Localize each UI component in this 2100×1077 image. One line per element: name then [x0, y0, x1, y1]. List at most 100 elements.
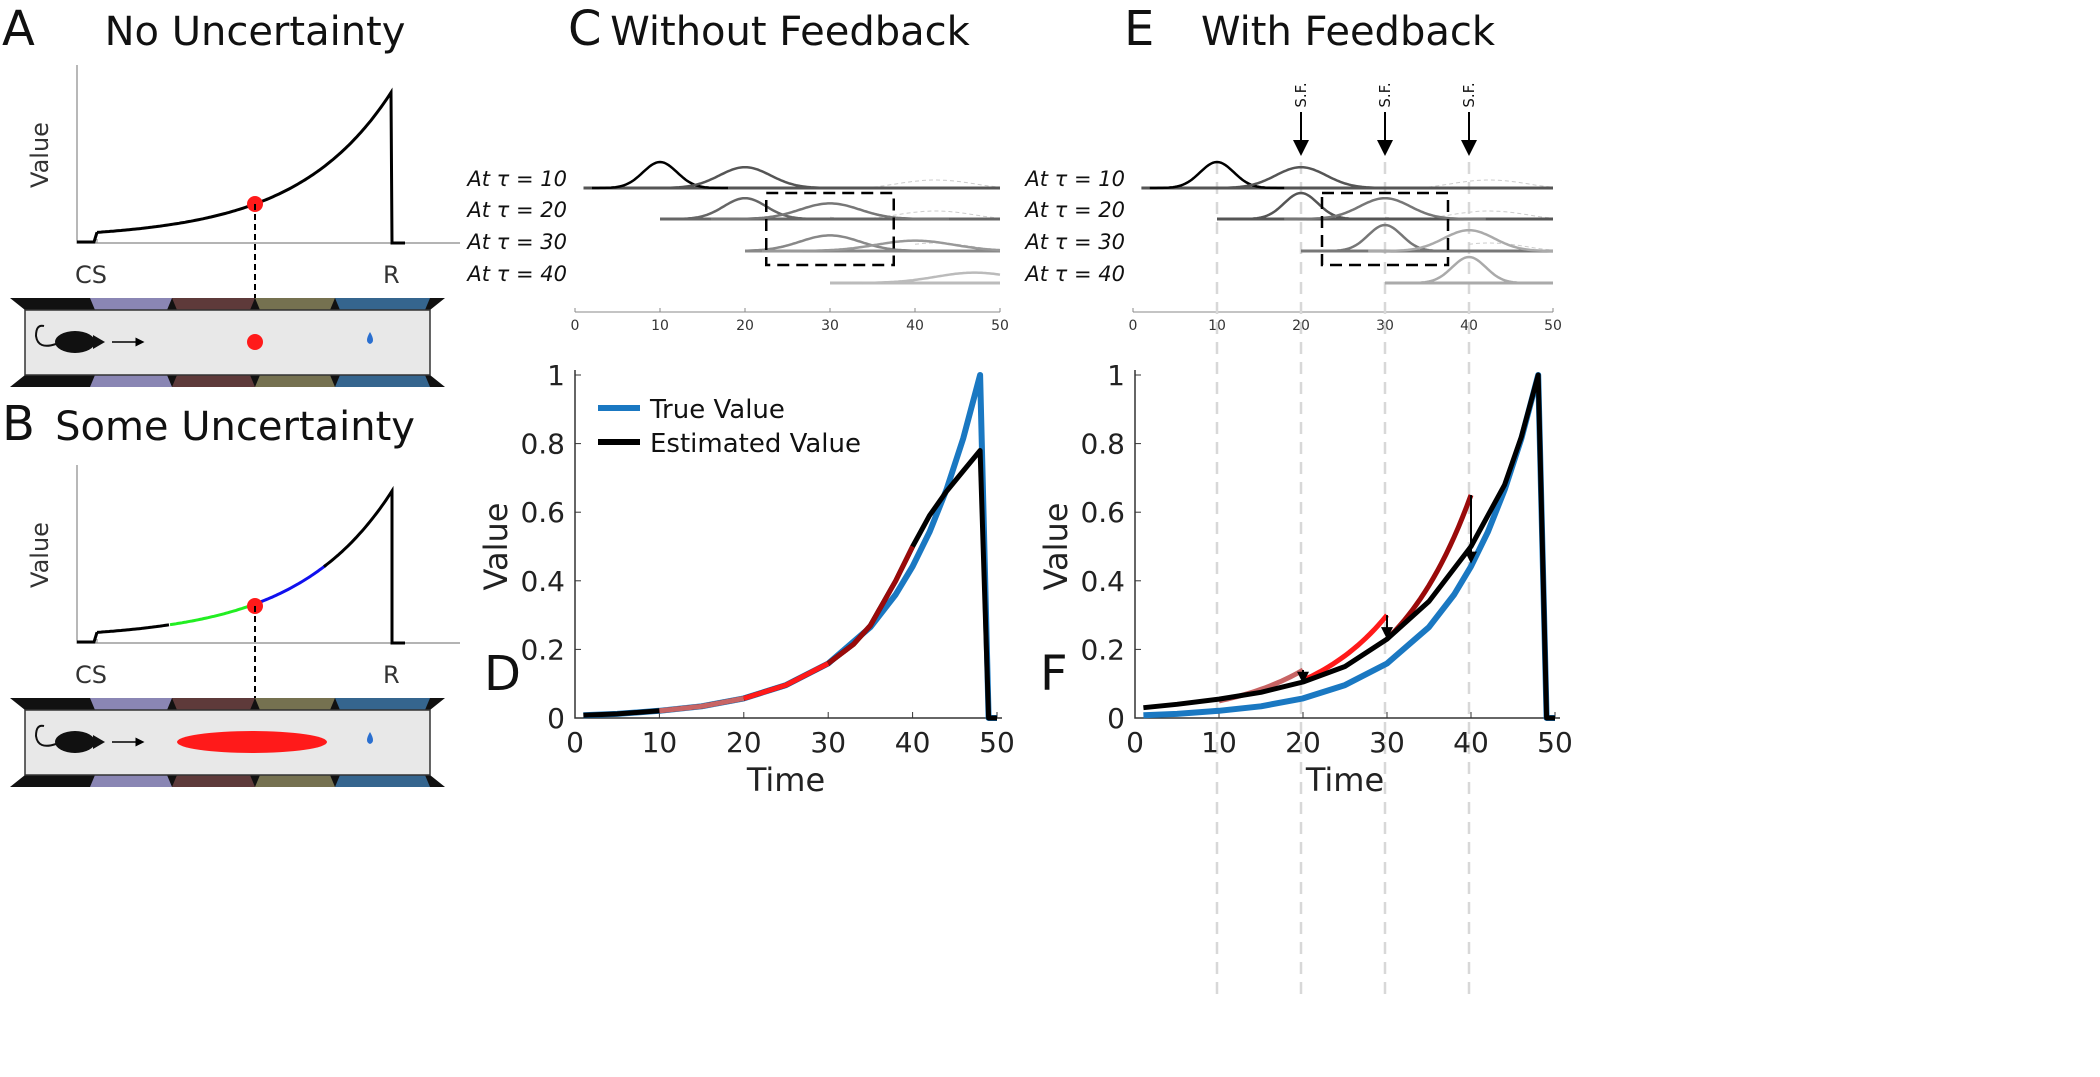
- panel-c-x-tick-label: 30: [821, 318, 839, 334]
- panel-e-faint-curve: [1393, 179, 1554, 189]
- panel-f-prediction-segment: [1301, 613, 1389, 683]
- panel-e-distribution: [1149, 160, 1285, 190]
- panel-c-distribution: [711, 202, 949, 221]
- panel-b-axes: [76, 465, 460, 644]
- panel-d-y-tick-label: 0: [547, 702, 565, 735]
- legend-true-value-label: True Value: [649, 395, 785, 425]
- panel-c-row-label: At τ = 30: [465, 230, 567, 254]
- mouse-head-icon: [93, 735, 105, 749]
- panel-a-track-position-dot: [247, 334, 263, 350]
- panel-title-b: Some Uncertainty: [55, 404, 415, 450]
- panel-d-x-tick-label: 50: [979, 726, 1015, 759]
- panel-c-row-label: At τ = 20: [465, 198, 567, 222]
- panel-a-axes: [76, 65, 460, 244]
- panel-c-distribution: [830, 271, 1001, 285]
- panel-b-value-curve-blue: [253, 563, 327, 606]
- panel-e-distribution: [1368, 228, 1553, 253]
- mouse-head-icon: [93, 335, 105, 349]
- panel-a-ylabel: Value: [26, 122, 54, 188]
- panel-e-row-label: At τ = 10: [1023, 167, 1125, 191]
- panel-c-distribution: [762, 239, 1001, 253]
- panel-c-distribution: [643, 165, 847, 190]
- panel-d-prediction-segment: [659, 695, 745, 714]
- panel-d-x-tick-label: 30: [810, 726, 846, 759]
- panel-letter-f: F: [1040, 646, 1068, 702]
- panel-f-y-tick-label: 0.8: [1080, 428, 1125, 461]
- panel-b-cs-label: CS: [75, 661, 107, 689]
- panel-a-cs-label: CS: [75, 261, 107, 289]
- panel-d-xlabel: Time: [746, 761, 825, 799]
- panel-d-true-value-line: [583, 372, 997, 721]
- panel-f-y-tick-label: 1: [1107, 359, 1125, 392]
- panel-f-y-tick-label: 0.2: [1080, 633, 1125, 666]
- feedback-label: S.F.: [1292, 82, 1310, 107]
- panel-e-row-label: At τ = 40: [1023, 262, 1125, 286]
- panel-c-row-label: At τ = 40: [465, 262, 567, 286]
- mouse-tail-icon: [34, 324, 57, 347]
- water-drop-icon: [367, 732, 373, 744]
- panel-title-c: Without Feedback: [610, 9, 970, 55]
- panel-letter-b: B: [2, 396, 35, 452]
- panel-a-track-zone-top: [172, 298, 255, 310]
- panel-f-xlabel: Time: [1305, 761, 1384, 799]
- panel-a-track-zone-top: [90, 298, 172, 310]
- panel-d-estimated-value-line: [583, 448, 997, 721]
- panel-a-track-zone-bottom: [255, 375, 335, 387]
- water-drop-icon: [367, 332, 373, 344]
- panel-c-row-label: At τ = 10: [465, 167, 567, 191]
- panel-letter-c: C: [568, 1, 602, 57]
- panel-e-distribution: [1317, 223, 1453, 253]
- panel-letter-a: A: [2, 1, 35, 57]
- panel-e-faint-curve: [1468, 242, 1554, 251]
- panel-a-track-zone-top: [335, 298, 430, 310]
- panel-c-x-tick-label: 40: [906, 318, 924, 334]
- panel-b-track-zone-bottom: [172, 775, 255, 787]
- panel-letter-e: E: [1124, 1, 1154, 57]
- panel-a-track-zone-top: [255, 298, 335, 310]
- schematics: [10, 65, 460, 787]
- panel-d-x-tick-label: 20: [726, 726, 762, 759]
- panel-f-estimated-value-line: [1143, 372, 1555, 721]
- panel-d-y-tick-label: 0.2: [520, 633, 565, 666]
- panel-e-distribution: [1401, 255, 1537, 285]
- panel-a-r-label: R: [383, 261, 400, 289]
- mouse-icon: [55, 731, 95, 753]
- panel-d-y-tick-label: 0.8: [520, 428, 565, 461]
- panel-e-distribution: [1233, 191, 1369, 221]
- panel-b-value-curve-start: [77, 623, 170, 644]
- panel-b-track-zone-top: [90, 698, 172, 710]
- panel-d-x-tick-label: 0: [566, 726, 584, 759]
- panel-b-uncertainty-ellipse: [177, 731, 327, 753]
- panel-a-track-zone-bottom: [335, 375, 430, 387]
- panel-d-x-tick-label: 40: [895, 726, 931, 759]
- panel-b-ylabel: Value: [26, 522, 54, 588]
- panel-e-x-tick-label: 50: [1544, 318, 1562, 334]
- panel-title-e: With Feedback: [1201, 9, 1496, 55]
- panel-c-highlight-box: [765, 191, 895, 267]
- panel-f-y-tick-label: 0: [1107, 702, 1125, 735]
- panel-f-y-tick-label: 0.4: [1080, 565, 1125, 598]
- panel-d-prediction-segment: [826, 545, 915, 666]
- panel-d-axes: [574, 370, 1002, 719]
- panel-b-value-curve-end: [323, 485, 405, 645]
- panel-c-distribution: [745, 234, 949, 253]
- panel-e-distribution: [1200, 165, 1402, 190]
- panel-letter-d: D: [484, 646, 521, 702]
- panel-title-a: No Uncertainty: [105, 9, 406, 55]
- panel-b-value-curve-green: [169, 602, 257, 627]
- panel-f-x-tick-label: 40: [1453, 726, 1489, 759]
- panel-b-r-label: R: [383, 661, 400, 689]
- panel-f-x-tick-label: 0: [1126, 726, 1144, 759]
- panel-b-track-zone-bottom: [335, 775, 430, 787]
- panel-f-x-tick-label: 30: [1369, 726, 1405, 759]
- panel-c-x-tick-label: 10: [651, 318, 669, 334]
- panel-a-track-zone-bottom: [172, 375, 255, 387]
- panel-c-x-tick-label: 20: [736, 318, 754, 334]
- panel-b-track-zone-top: [255, 698, 335, 710]
- panel-d-x-tick-label: 10: [642, 726, 678, 759]
- panel-e-distribution: [1284, 196, 1486, 221]
- panel-d-y-tick-label: 0.6: [520, 496, 565, 529]
- panel-a-value-curve: [77, 87, 405, 245]
